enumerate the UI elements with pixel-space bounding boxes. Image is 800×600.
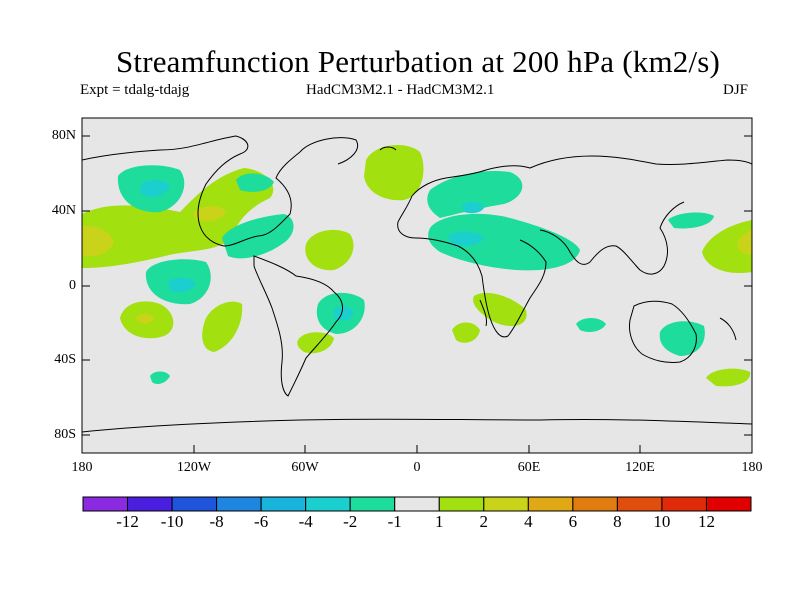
colorbar-swatch xyxy=(171,496,218,512)
lon-label-0: 0 xyxy=(413,460,421,475)
anomaly-middle-east-core xyxy=(448,231,484,246)
colorbar-label: -6 xyxy=(254,512,269,531)
colorbar-swatch xyxy=(260,496,307,512)
colorbar-swatch xyxy=(305,496,351,512)
anomaly-south-east-pacific xyxy=(202,301,243,352)
colorbar-swatch xyxy=(82,496,129,512)
colorbar-label: -1 xyxy=(387,512,402,531)
anomaly-south-africa-west xyxy=(452,322,480,343)
lat-label-40s: 40S xyxy=(54,352,76,367)
model-label: HadCM3M2.1 - HadCM3M2.1 xyxy=(306,82,495,98)
colorbar-label: -12 xyxy=(116,512,139,531)
anomaly-north-pacific-core xyxy=(140,180,170,197)
anomaly-greenland xyxy=(236,173,274,192)
colorbar-label: 2 xyxy=(479,512,489,531)
x-ticks xyxy=(81,445,753,453)
lon-label-180e: 180 xyxy=(741,460,763,475)
colorbar-swatch xyxy=(216,496,262,512)
colorbar-label: 1 xyxy=(435,512,444,531)
colorbar-swatch xyxy=(616,496,663,512)
anomaly-tropical-pacific-core xyxy=(168,277,196,292)
colorbar-label: -4 xyxy=(298,512,313,531)
anomaly-eurasia-north xyxy=(427,170,523,218)
lon-label-60w: 60W xyxy=(291,460,319,475)
anomaly-indian-ocean xyxy=(576,318,606,332)
lon-label-120w: 120W xyxy=(176,460,212,475)
plot-title: Streamfunction Perturbation at 200 hPa (… xyxy=(115,44,721,79)
colorbar-label: 4 xyxy=(524,512,533,531)
anomaly-east-pacific xyxy=(82,168,274,268)
colorbar-swatch xyxy=(438,496,485,512)
y-ticks xyxy=(82,135,752,436)
coastlines xyxy=(82,135,752,433)
anomaly-east-pacific-core xyxy=(82,225,114,257)
anomaly-south-atlantic xyxy=(297,332,334,354)
anomaly-north-atlantic xyxy=(364,145,424,201)
colorbar-swatch xyxy=(661,496,707,512)
anomaly-mid-atlantic xyxy=(305,229,354,271)
colorbar-swatch xyxy=(572,496,618,512)
anomaly-south-america-core xyxy=(334,306,354,321)
colorbar-swatch xyxy=(127,496,173,512)
lat-label-0: 0 xyxy=(69,278,76,293)
experiment-label: Expt = tdalg-tdajg xyxy=(80,82,190,98)
colorbar-swatch xyxy=(527,496,574,512)
colorbar-swatch xyxy=(349,496,396,512)
anomaly-west-pacific xyxy=(702,220,752,274)
anomaly-south-pacific-core xyxy=(136,313,154,324)
contour-layer xyxy=(82,135,752,433)
anomaly-north-america-core xyxy=(194,206,226,222)
lon-label-180w: 180 xyxy=(71,460,93,475)
lat-label-80n: 80N xyxy=(51,128,76,143)
colorbar-label: 12 xyxy=(697,512,715,531)
lon-label-120e: 120E xyxy=(625,460,655,475)
colorbar-swatch xyxy=(394,496,440,512)
anomaly-southern-ocean xyxy=(150,371,170,384)
lat-label-40n: 40N xyxy=(51,203,76,218)
colorbar-label: 10 xyxy=(653,512,671,531)
anomaly-japan xyxy=(668,212,714,229)
colorbar-swatch xyxy=(483,496,529,512)
anomaly-north-africa-core xyxy=(462,201,484,214)
colorbar-label: 8 xyxy=(613,512,622,531)
season-label: DJF xyxy=(723,82,749,98)
colorbar-swatch xyxy=(705,496,752,512)
lon-label-60e: 60E xyxy=(517,460,541,475)
colorbar-label: 6 xyxy=(568,512,578,531)
colorbar-label: -8 xyxy=(209,512,224,531)
colorbar-label: -10 xyxy=(160,512,184,531)
anomaly-australia-south xyxy=(706,368,751,387)
colorbar xyxy=(82,496,752,512)
anomaly-south-africa xyxy=(473,292,527,326)
colorbar-label: -2 xyxy=(343,512,358,531)
lat-label-80s: 80S xyxy=(54,427,76,442)
anomaly-west-pacific-core xyxy=(737,230,752,255)
